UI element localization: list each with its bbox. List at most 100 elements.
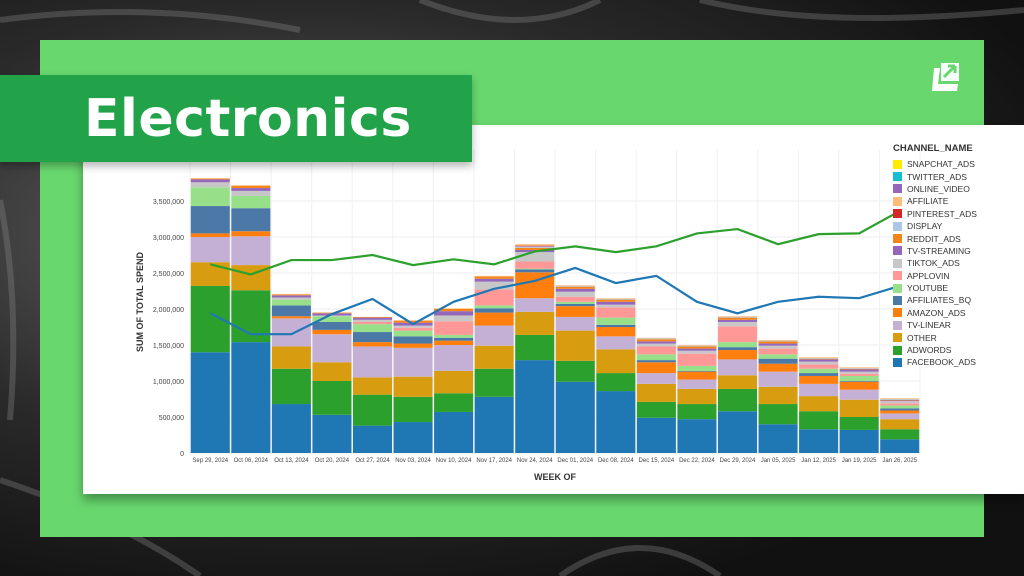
bar-segment [839, 369, 879, 372]
bar-segment [231, 188, 271, 191]
legend-item[interactable]: TV-STREAMING [893, 245, 977, 257]
bar-segment [555, 330, 595, 361]
bar-segment [880, 408, 920, 411]
bar-segment [352, 316, 393, 318]
bar-segment [758, 424, 798, 453]
bar-segment [474, 275, 514, 277]
bar-segment [839, 389, 879, 400]
legend-swatch-icon [893, 196, 902, 206]
bar-segment [758, 339, 798, 341]
legend-label: YOUTUBE [907, 283, 949, 294]
bar-segment [799, 411, 839, 430]
bar-segment [190, 178, 230, 180]
legend-item[interactable]: REDDIT_ADS [893, 232, 977, 244]
legend-item[interactable]: AFFILIATES_BQ [893, 294, 977, 306]
bar-segment [231, 185, 271, 189]
y-axis-title: SUM OF TOTAL SPEND [135, 252, 145, 353]
bar-segment [312, 316, 352, 322]
legend-swatch-icon [893, 159, 902, 169]
bar-segment [758, 340, 798, 342]
legend-item[interactable]: APPLOVIN [893, 270, 977, 282]
bar-segment [555, 286, 595, 289]
bar-segment [555, 296, 595, 302]
legend-item[interactable]: TWITTER_ADS [893, 170, 977, 182]
legend-item[interactable]: FACEBOOK_ADS [893, 356, 977, 368]
legend-item[interactable]: TIKTOK_ADS [893, 257, 977, 269]
bar-segment [839, 367, 879, 369]
legend-item[interactable]: AFFILIATE [893, 195, 977, 207]
bar-segment [677, 345, 717, 346]
y-tick-label: 1,500,000 [153, 343, 184, 350]
bar-segment [758, 354, 798, 359]
bar-segment [434, 393, 474, 412]
bar-segment [515, 246, 555, 248]
bar-segment [717, 316, 758, 318]
legend-swatch-icon [893, 234, 902, 244]
bar-segment [717, 411, 758, 453]
x-tick-label: Jan 05, 2025 [761, 458, 796, 464]
bar-segment [636, 341, 676, 344]
legend-item[interactable]: AMAZON_ADS [893, 307, 977, 319]
legend-item[interactable]: OTHER [893, 331, 977, 343]
legend-swatch-icon [893, 320, 902, 330]
bar-segment [880, 405, 920, 409]
legend-swatch-icon [893, 357, 902, 367]
legend-label: TIKTOK_ADS [907, 258, 960, 269]
bar-segment [677, 353, 717, 366]
bar-segment [677, 345, 717, 347]
legend-item[interactable]: ADWORDS [893, 344, 977, 356]
bar-segment [799, 383, 839, 397]
legend-swatch-icon [893, 283, 902, 293]
legend-item[interactable]: TV-LINEAR [893, 319, 977, 331]
bar-segment [352, 342, 393, 347]
bar-segment [717, 347, 758, 351]
legend-item[interactable]: ONLINE_VIDEO [893, 183, 977, 195]
bar-segment [677, 371, 717, 380]
x-tick-label: Dec 22, 2024 [679, 458, 715, 464]
bar-segment [636, 346, 676, 355]
bar-segment [352, 332, 393, 343]
y-tick-label: 3,500,000 [153, 199, 184, 206]
bar-segment [393, 422, 433, 453]
bar-segment [231, 190, 271, 196]
bar-segment [596, 327, 636, 337]
bar-segment [434, 334, 474, 338]
legend-item[interactable]: YOUTUBE [893, 282, 977, 294]
bar-segment [434, 340, 474, 345]
legend-item[interactable]: PINTEREST_ADS [893, 208, 977, 220]
title-banner [0, 75, 472, 162]
bar-segment [231, 185, 271, 186]
bar-segment [799, 361, 839, 365]
bar-segment [596, 307, 636, 318]
brand-arrow-logo-icon [928, 60, 964, 104]
bar-segment [434, 309, 474, 312]
legend-swatch-icon [893, 295, 902, 305]
bar-segment [190, 177, 230, 179]
bar-segment [799, 357, 839, 358]
bar-segment [312, 414, 352, 453]
bar-segment [596, 304, 636, 308]
bar-segment [434, 370, 474, 394]
bar-segment [717, 321, 758, 327]
bar-segment [434, 345, 474, 371]
bar-segment [758, 371, 798, 387]
legend-item[interactable]: DISPLAY [893, 220, 977, 232]
bar-segment [758, 348, 798, 355]
bar-segment [271, 293, 311, 295]
bar-segment [474, 312, 514, 326]
legend-item[interactable]: SNAPCHAT_ADS [893, 158, 977, 170]
bar-segment [799, 357, 839, 359]
x-tick-label: Jan 26, 2025 [882, 458, 917, 464]
x-tick-label: Dec 29, 2024 [720, 458, 756, 464]
bar-segment [312, 362, 352, 381]
bar-segment [271, 305, 311, 317]
bar-segment [312, 381, 352, 415]
bar-segment [758, 386, 798, 405]
bar-segment [636, 362, 676, 374]
bar-segment [555, 285, 595, 286]
bar-segment [839, 368, 879, 369]
bar-segment [758, 358, 798, 364]
bar-segment [231, 342, 271, 453]
legend-swatch-icon [893, 209, 902, 219]
bar-segment [555, 360, 595, 382]
